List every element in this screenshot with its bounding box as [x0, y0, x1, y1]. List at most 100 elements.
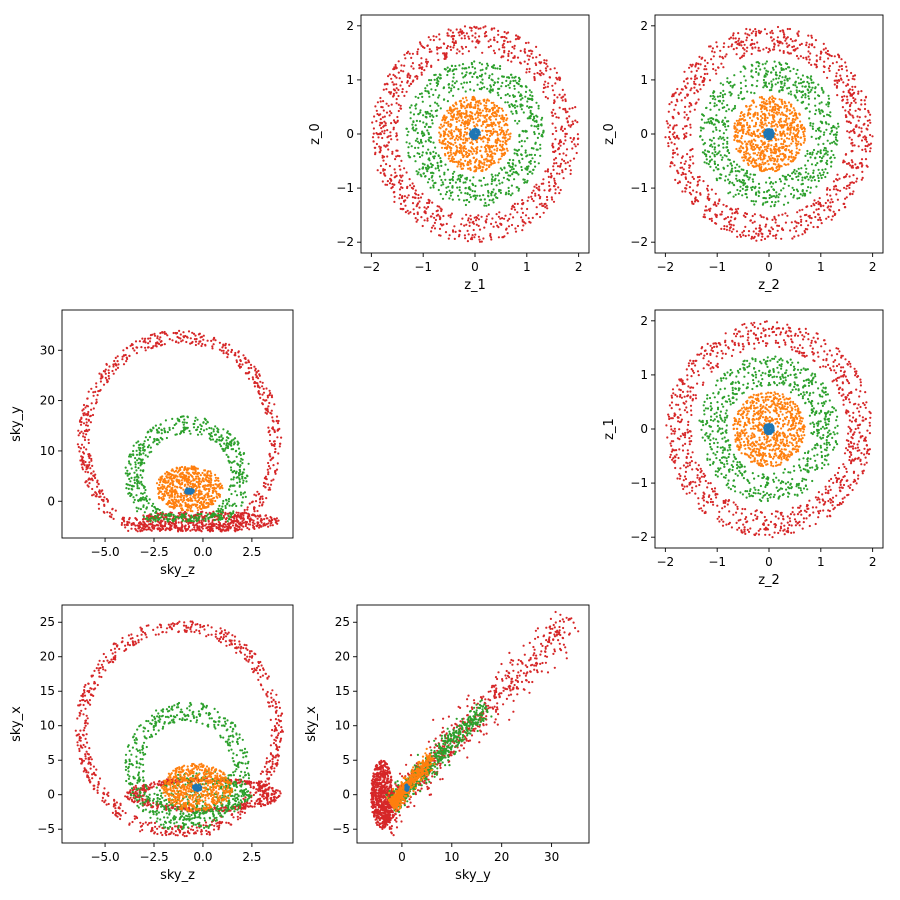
scatter-point — [770, 185, 773, 188]
scatter-point — [775, 112, 778, 115]
scatter-point — [769, 157, 772, 160]
scatter-point — [574, 145, 577, 148]
scatter-point — [795, 72, 798, 75]
scatter-point — [521, 97, 524, 100]
scatter-point — [507, 133, 510, 136]
scatter-point — [704, 205, 708, 208]
scatter-point — [795, 230, 798, 233]
scatter-point — [478, 108, 481, 111]
scatter-point — [706, 184, 710, 187]
scatter-point — [451, 40, 454, 44]
scatter-point — [437, 76, 440, 79]
scatter-point — [425, 60, 428, 64]
scatter-point — [428, 48, 431, 51]
scatter-point — [540, 182, 543, 185]
scatter-point — [808, 86, 811, 89]
scatter-point — [465, 32, 468, 35]
scatter-point — [423, 206, 426, 209]
scatter-point — [502, 118, 505, 121]
scatter-point — [743, 52, 746, 55]
scatter-point — [457, 177, 460, 180]
scatter-point — [685, 184, 688, 187]
scatter-point — [668, 124, 672, 127]
scatter-point — [805, 219, 808, 223]
scatter-point — [800, 96, 803, 99]
scatter-point — [496, 40, 499, 44]
scatter-point — [689, 149, 692, 152]
scatter-point — [435, 114, 438, 117]
scatter-point — [680, 156, 684, 159]
scatter-point — [480, 215, 483, 218]
scatter-point — [418, 155, 422, 159]
y-tick-label: 0 — [346, 127, 354, 141]
scatter-point — [461, 63, 465, 66]
scatter-point — [515, 100, 518, 103]
scatter-point — [716, 168, 719, 171]
scatter-point — [863, 107, 867, 111]
scatter-point — [788, 52, 791, 55]
scatter-point — [681, 127, 685, 130]
scatter-point — [488, 134, 492, 138]
scatter-point — [786, 27, 789, 31]
scatter-point — [510, 60, 513, 63]
scatter-point — [767, 155, 771, 158]
x-tick-label: 0 — [471, 260, 479, 274]
scatter-point — [777, 111, 781, 114]
scatter-point — [404, 57, 407, 60]
scatter-point — [760, 139, 763, 142]
scatter-point — [488, 148, 491, 151]
scatter-point — [768, 128, 771, 131]
scatter-point — [738, 37, 741, 40]
scatter-point — [709, 101, 712, 105]
scatter-point — [535, 183, 538, 186]
scatter-point — [829, 201, 832, 204]
scatter-point — [725, 155, 728, 158]
scatter-point — [437, 166, 440, 170]
scatter-point — [433, 157, 436, 160]
scatter-point — [772, 133, 775, 136]
scatter-point — [812, 225, 815, 229]
scatter-point — [759, 132, 762, 135]
scatter-point — [703, 161, 706, 164]
scatter-point — [787, 92, 790, 95]
scatter-point — [472, 220, 475, 223]
scatter-point — [420, 62, 423, 65]
scatter-point — [706, 150, 709, 153]
scatter-point — [817, 213, 820, 216]
scatter-point — [464, 137, 467, 140]
scatter-point — [388, 182, 392, 185]
scatter-point — [465, 133, 468, 136]
scatter-point — [869, 147, 872, 150]
scatter-point — [712, 136, 715, 140]
scatter-point — [837, 53, 840, 56]
scatter-point — [395, 132, 398, 135]
scatter-point — [830, 126, 833, 130]
scatter-point — [529, 109, 532, 112]
scatter-point — [488, 164, 491, 167]
scatter-point — [572, 122, 575, 126]
scatter-point — [773, 137, 776, 140]
scatter-point — [472, 228, 475, 232]
scatter-point — [429, 136, 433, 139]
scatter-point — [449, 160, 452, 163]
scatter-point — [464, 73, 467, 77]
scatter-point — [554, 138, 557, 141]
scatter-point — [685, 113, 688, 116]
scatter-point — [731, 167, 734, 170]
scatter-point — [480, 73, 484, 76]
scatter-point — [801, 85, 804, 88]
scatter-point — [790, 192, 793, 196]
scatter-point — [673, 108, 676, 111]
scatter-point — [860, 162, 863, 165]
scatter-point — [424, 140, 427, 143]
scatter-point — [483, 163, 486, 166]
scatter-point — [459, 147, 462, 150]
scatter-point — [745, 212, 748, 216]
scatter-point — [741, 54, 744, 57]
scatter-point — [846, 83, 849, 86]
scatter-point — [727, 125, 730, 128]
scatter-point — [694, 64, 697, 67]
scatter-point — [705, 158, 708, 161]
scatter-point — [819, 58, 822, 61]
scatter-point — [748, 107, 751, 110]
